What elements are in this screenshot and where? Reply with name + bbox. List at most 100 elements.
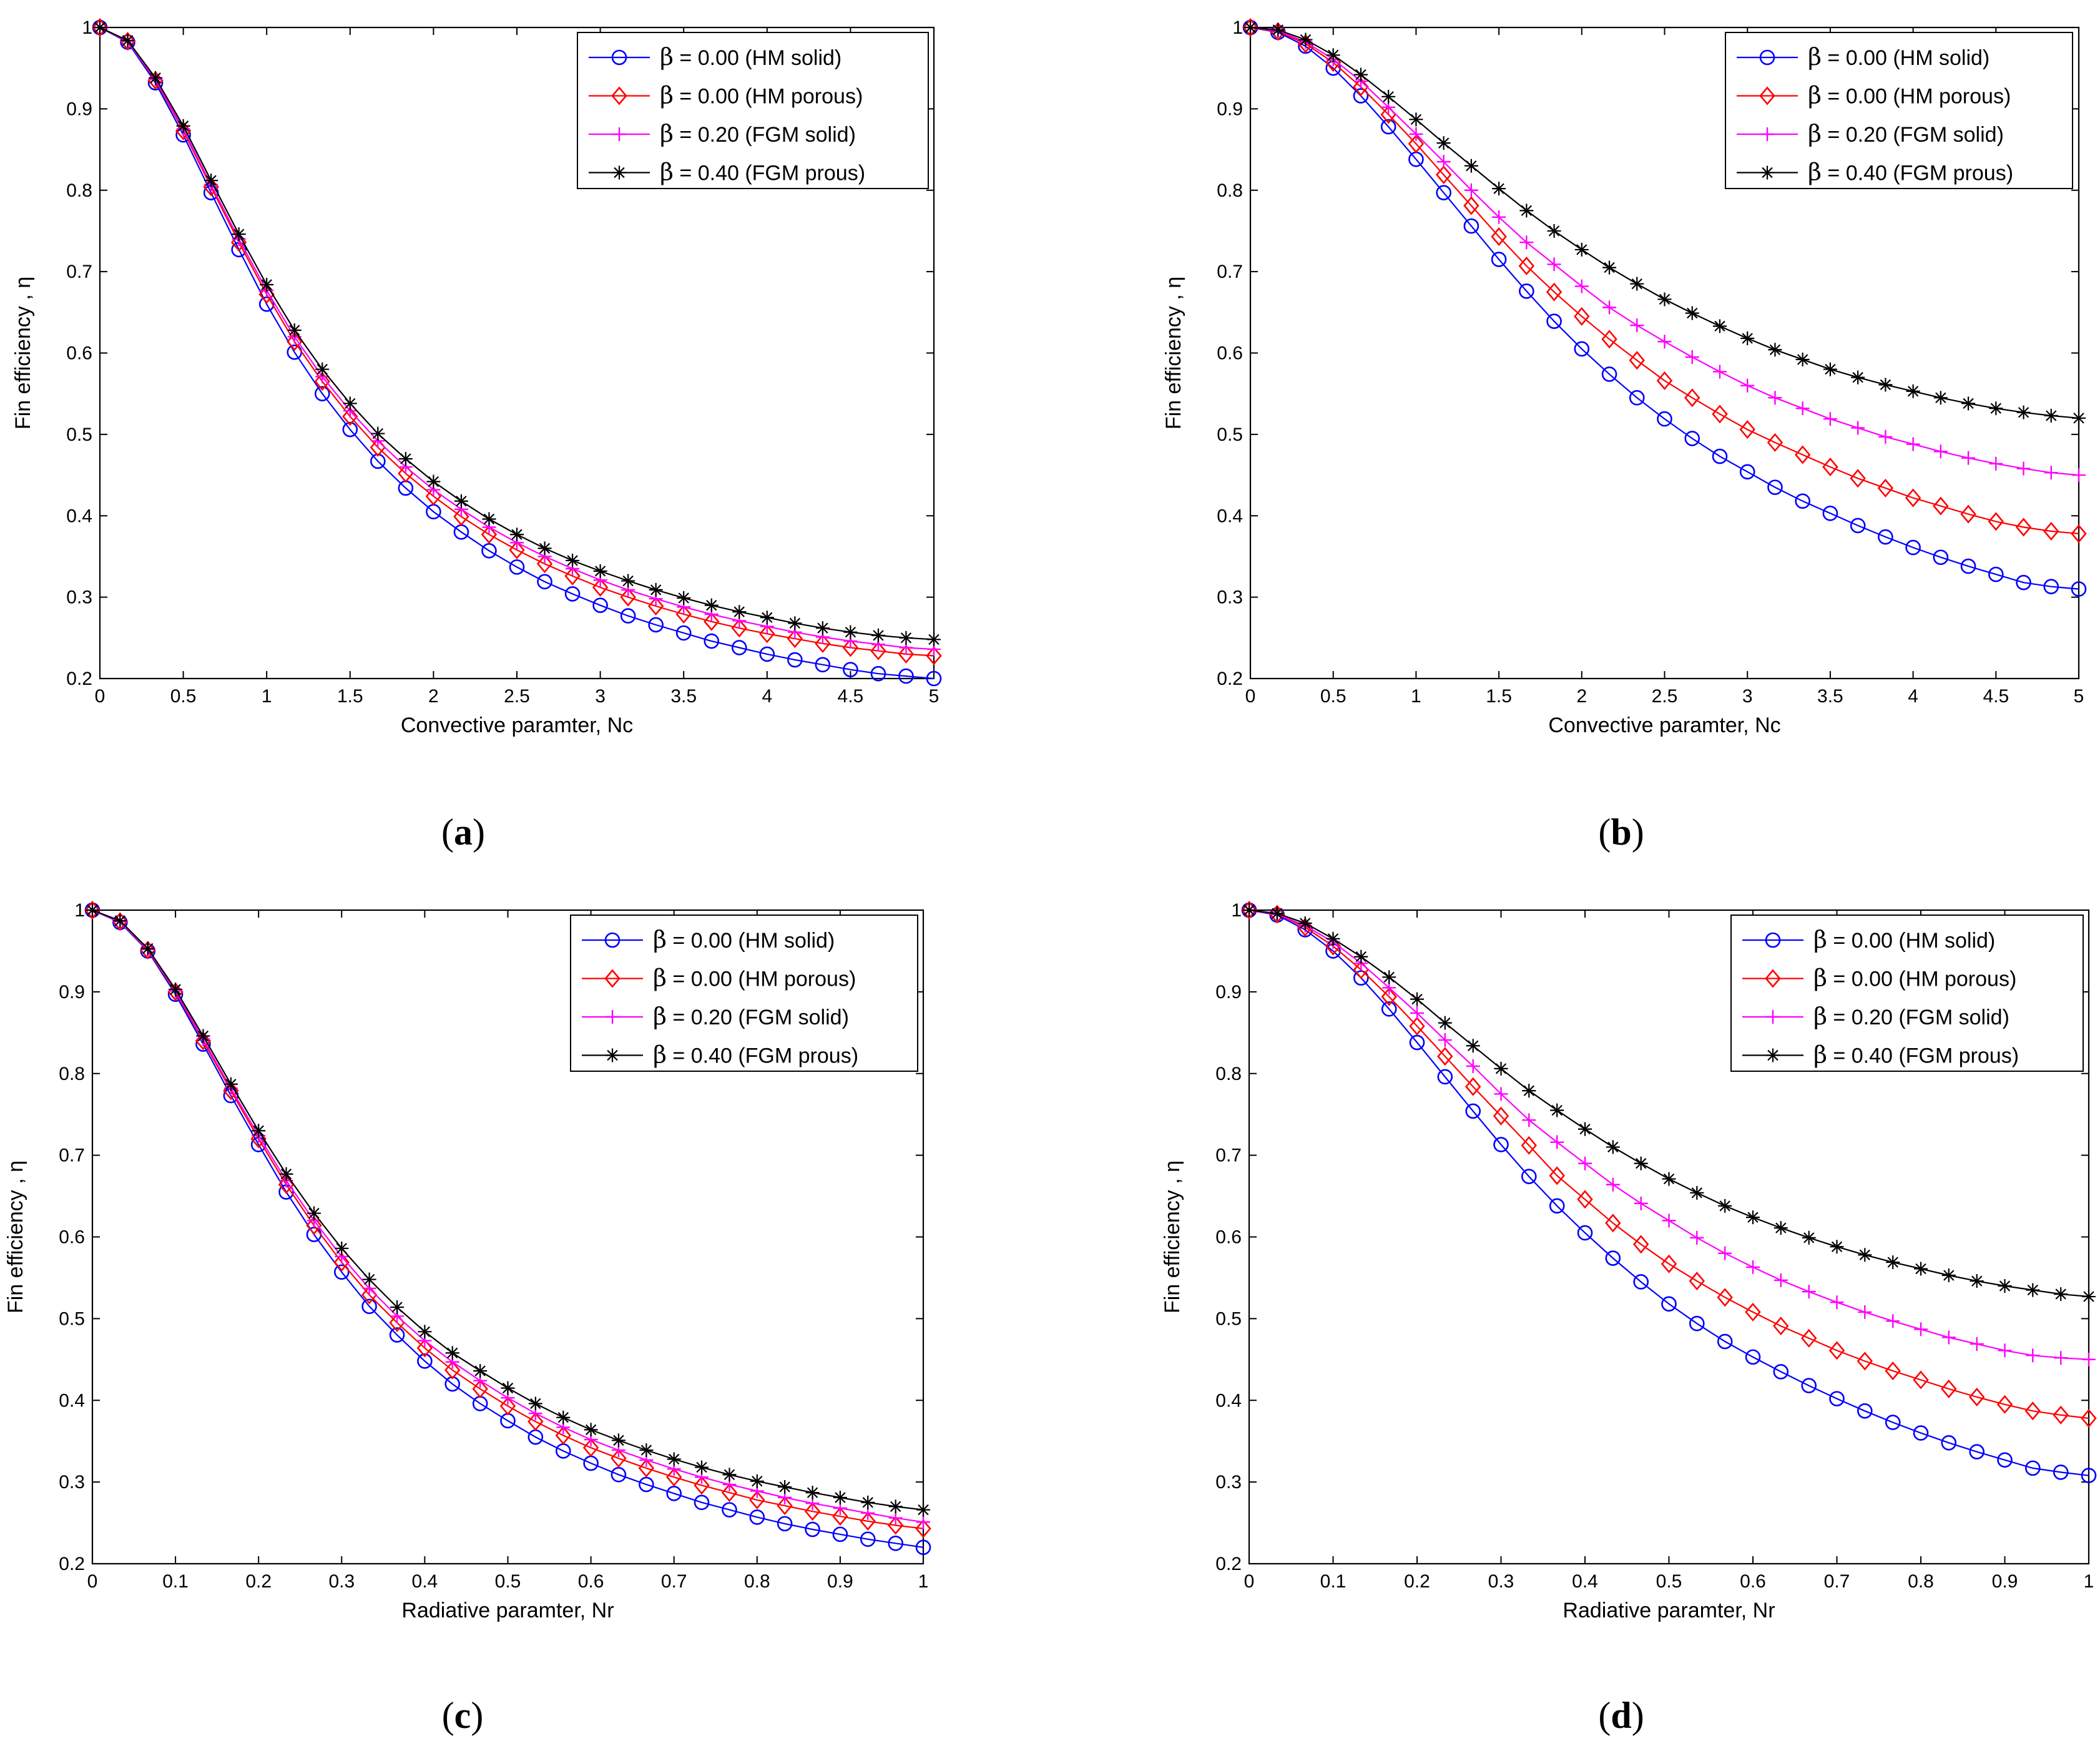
data-point	[1633, 1235, 1649, 1254]
data-point	[1574, 307, 1590, 326]
series-4	[1244, 21, 2086, 425]
data-point	[2026, 1283, 2040, 1297]
data-point	[371, 426, 385, 441]
data-point	[2082, 1290, 2096, 1304]
x-tick-label: 0.1	[1320, 1571, 1347, 1592]
data-point	[648, 617, 664, 633]
x-tick-label: 0.5	[1656, 1571, 1682, 1592]
data-point	[2043, 522, 2059, 541]
data-point	[1970, 1336, 1984, 1351]
data-point	[1381, 1001, 1397, 1017]
data-point	[1684, 388, 1700, 408]
data-point	[1712, 405, 1728, 424]
data-point	[1656, 371, 1673, 390]
data-point	[1886, 1255, 1900, 1270]
data-point	[1549, 1198, 1565, 1214]
data-point	[1851, 421, 1865, 435]
data-point	[556, 1410, 571, 1425]
data-point	[481, 525, 498, 544]
legend-entry: β = 0.20 (FGM solid)	[660, 120, 856, 147]
data-point	[1271, 22, 1285, 37]
data-point	[1689, 1272, 1705, 1291]
data-point	[1878, 529, 1893, 545]
y-tick-label: 0.9	[59, 982, 85, 1003]
data-point	[732, 605, 747, 619]
data-point	[361, 1298, 377, 1315]
data-point	[1465, 1077, 1481, 1096]
data-point	[1241, 900, 1257, 920]
data-point	[335, 1241, 349, 1255]
data-point	[510, 527, 524, 542]
data-point	[1960, 558, 1976, 574]
data-point	[887, 1516, 904, 1535]
data-point	[1629, 351, 1645, 370]
data-point	[1605, 1214, 1621, 1233]
data-point	[390, 1300, 405, 1315]
data-point	[1408, 134, 1425, 154]
y-tick-label: 0.4	[1217, 506, 1243, 526]
y-tick-label: 0.3	[1217, 587, 1243, 608]
series-2	[1242, 17, 2087, 543]
series-1	[1242, 19, 2087, 597]
x-tick-label: 2	[428, 686, 439, 707]
data-point	[1767, 479, 1783, 495]
data-point	[639, 1476, 654, 1493]
data-point	[1914, 1322, 1928, 1336]
data-point	[260, 277, 274, 292]
data-point	[473, 1364, 488, 1378]
data-point	[1905, 539, 1921, 556]
data-point	[1606, 1177, 1620, 1192]
data-point	[1491, 227, 1507, 247]
data-point	[1685, 306, 1699, 320]
data-point	[749, 1490, 765, 1509]
y-tick-label: 0.2	[1217, 669, 1243, 689]
data-point	[1409, 1034, 1425, 1051]
y-tick-label: 0.5	[59, 1308, 85, 1329]
x-tick-label: 0	[87, 1571, 98, 1592]
y-tick-label: 0.5	[66, 424, 92, 445]
x-tick-label: 0.4	[412, 1571, 438, 1592]
data-point	[1601, 330, 1617, 349]
data-point	[870, 641, 886, 660]
data-point	[2053, 1405, 2069, 1425]
data-point	[871, 628, 885, 642]
data-point	[481, 543, 497, 559]
data-point	[2015, 517, 2032, 537]
data-point	[1745, 1349, 1761, 1365]
y-axis-label: Fin efficiency , η	[11, 277, 35, 429]
data-point	[1941, 1379, 1957, 1398]
data-point	[2071, 581, 2087, 597]
data-point	[611, 1433, 626, 1448]
data-point	[1657, 335, 1672, 349]
data-point	[842, 638, 859, 657]
series-4	[93, 21, 941, 647]
data-point	[223, 1077, 238, 1091]
data-point	[704, 633, 720, 649]
y-tick-label: 0.6	[59, 1227, 85, 1248]
x-tick-label: 4	[1908, 686, 1918, 707]
x-tick-label: 0.5	[1320, 686, 1347, 707]
data-point	[1519, 204, 1534, 218]
data-point	[1629, 390, 1645, 406]
x-tick-label: 0.2	[1404, 1571, 1430, 1592]
data-point	[1521, 1135, 1537, 1155]
data-point	[1712, 448, 1728, 464]
data-point	[1961, 396, 1976, 411]
y-tick-label: 0.6	[1217, 343, 1243, 364]
data-point	[537, 574, 552, 590]
y-tick-label: 1	[1231, 900, 1242, 921]
data-point	[704, 612, 720, 631]
y-tick-label: 1	[74, 900, 85, 921]
data-point	[1801, 1328, 1817, 1348]
legend-entry: β = 0.00 (HM porous)	[1808, 82, 2011, 109]
data-point	[1465, 1103, 1481, 1119]
data-point	[1438, 1016, 1452, 1030]
data-point	[1662, 1214, 1676, 1228]
y-tick-label: 0.2	[1215, 1554, 1242, 1574]
data-point	[306, 1216, 322, 1235]
data-point	[499, 1396, 516, 1416]
data-point	[926, 646, 942, 665]
series-line	[1249, 909, 2089, 1476]
data-point	[1933, 444, 1948, 459]
data-point	[1913, 1425, 1929, 1441]
